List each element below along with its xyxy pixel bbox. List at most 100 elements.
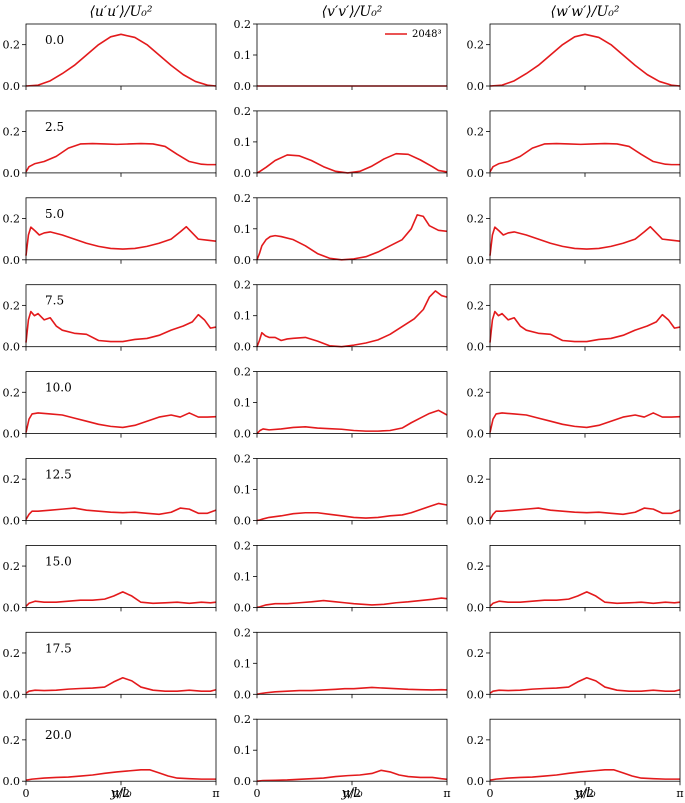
panel-r6-c1: 0.0 0.1 0.2 — [234, 539, 448, 614]
y-tick-label: 0.1 — [234, 657, 252, 670]
y-tick-label: 0.2 — [234, 105, 252, 118]
y-tick-label: 0.0 — [3, 254, 21, 267]
panel-r5-c0: 0.0 0.2 12.5 — [3, 458, 217, 528]
time-label: 10.0 — [45, 381, 72, 395]
panel-frame — [489, 458, 681, 521]
panel-r6-c0: 0.0 0.2 15.0 — [3, 545, 217, 614]
y-tick-label: 0.2 — [234, 279, 252, 292]
panel-frame — [256, 545, 448, 608]
panel-r6-c2: 0.0 0.2 — [467, 545, 681, 614]
time-label: 0.0 — [45, 33, 64, 47]
panel-r4-c2: 0.0 0.2 — [467, 371, 681, 441]
xlabel-col1: y/l₀ — [109, 786, 132, 801]
panel-frame — [25, 110, 217, 174]
y-tick-label: 0.0 — [234, 80, 252, 93]
panel-r1-c2: 0.0 0.2 — [467, 110, 681, 180]
series-line-u — [25, 676, 217, 694]
y-tick-label: 0.2 — [3, 734, 21, 747]
panel-frame — [256, 284, 448, 348]
y-tick-label: 0.0 — [467, 775, 485, 788]
y-tick-label: 0.2 — [3, 39, 21, 52]
panel-frame — [489, 23, 681, 87]
time-label: 20.0 — [45, 728, 72, 742]
panel-r8-c0: 0.0 0.2 0 π/2 π 20.0 — [3, 718, 220, 800]
series-line-v — [256, 769, 448, 782]
x-tick-label: π/2 — [576, 787, 594, 800]
y-tick-label: 0.2 — [234, 626, 252, 639]
panel-frame — [489, 110, 681, 174]
y-tick-label: 0.0 — [467, 601, 485, 614]
y-tick-label: 0.1 — [234, 570, 252, 583]
panel-frame — [489, 371, 681, 435]
panel-frame — [489, 284, 681, 348]
panel-r3-c1: 0.0 0.1 0.2 — [234, 279, 448, 354]
y-tick-label: 0.2 — [467, 212, 485, 225]
x-tick-label: 0 — [487, 787, 494, 800]
y-tick-label: 0.2 — [467, 734, 485, 747]
panel-frame — [25, 718, 217, 782]
col-title-vv: ⟨v′v′⟩/U₀² — [322, 4, 383, 20]
x-tick-label: π — [676, 787, 683, 800]
series-line-v — [256, 290, 448, 348]
y-tick-label: 0.2 — [234, 192, 252, 205]
y-tick-label: 0.2 — [467, 299, 485, 312]
series-line-w — [489, 769, 680, 781]
xlabel-col2: y/l₀ — [340, 786, 363, 801]
series-line-u — [25, 33, 217, 87]
y-tick-label: 0.0 — [234, 254, 252, 267]
y-tick-label: 0.2 — [3, 647, 21, 660]
series-line-w — [489, 591, 681, 607]
series-line-u — [25, 507, 217, 520]
y-tick-label: 0.2 — [3, 212, 21, 225]
y-tick-label: 0.0 — [234, 601, 252, 614]
y-tick-label: 0.2 — [467, 126, 485, 139]
y-tick-label: 0.1 — [234, 136, 252, 149]
y-tick-label: 0.2 — [234, 366, 252, 379]
panel-frame — [25, 631, 217, 695]
series-line-v — [256, 686, 448, 696]
series-line-v — [256, 502, 448, 522]
col-title-ww: ⟨w′w′⟩/U₀² — [551, 4, 620, 20]
panel-frame — [25, 545, 217, 608]
series-line-v — [256, 152, 448, 174]
panel-frame — [256, 458, 448, 521]
panel-r5-c1: 0.0 0.1 0.2 — [234, 453, 448, 528]
y-tick-label: 0.0 — [234, 428, 252, 441]
y-tick-label: 0.0 — [467, 428, 485, 441]
panel-frame — [25, 23, 217, 87]
y-tick-label: 0.0 — [234, 515, 252, 528]
series-line-v — [256, 409, 448, 435]
column-titles: ⟨u′u′⟩/U₀² ⟨v′v′⟩/U₀² ⟨w′w′⟩/U₀² — [89, 4, 619, 20]
y-tick-label: 0.0 — [3, 341, 21, 354]
series-line-w — [489, 507, 681, 520]
panel-frame — [25, 284, 217, 348]
y-tick-label: 0.0 — [467, 688, 485, 701]
panel-r4-c1: 0.0 0.1 0.2 — [234, 366, 448, 441]
legend: 2048³ — [385, 29, 441, 40]
series-line-w — [489, 310, 681, 343]
x-tick-label: 0 — [23, 787, 30, 800]
time-label: 5.0 — [45, 207, 64, 221]
series-line-w — [489, 676, 681, 694]
time-label: 2.5 — [45, 120, 64, 134]
y-tick-label: 0.1 — [234, 484, 252, 497]
series-line-w — [489, 33, 681, 87]
panel-r2-c2: 0.0 0.2 — [467, 197, 681, 267]
panel-r7-c0: 0.0 0.2 17.5 — [3, 631, 217, 701]
col-title-uu: ⟨u′u′⟩/U₀² — [89, 4, 152, 20]
panel-frame — [489, 718, 681, 782]
y-tick-label: 0.0 — [234, 688, 252, 701]
y-tick-label: 0.0 — [3, 80, 21, 93]
y-tick-label: 0.0 — [234, 167, 252, 180]
y-tick-label: 0.0 — [467, 341, 485, 354]
x-axis-labels: y/l₀ y/l₀ y/l₀ — [109, 786, 596, 801]
series-line-u — [25, 769, 216, 781]
y-tick-label: 0.2 — [234, 713, 252, 726]
y-tick-label: 0.2 — [3, 386, 21, 399]
panel-frame — [256, 197, 448, 261]
series-line-v — [256, 214, 448, 261]
panel-r7-c2: 0.0 0.2 — [467, 631, 681, 701]
y-tick-label: 0.0 — [3, 688, 21, 701]
panel-r1-c1: 0.0 0.1 0.2 — [234, 105, 448, 180]
